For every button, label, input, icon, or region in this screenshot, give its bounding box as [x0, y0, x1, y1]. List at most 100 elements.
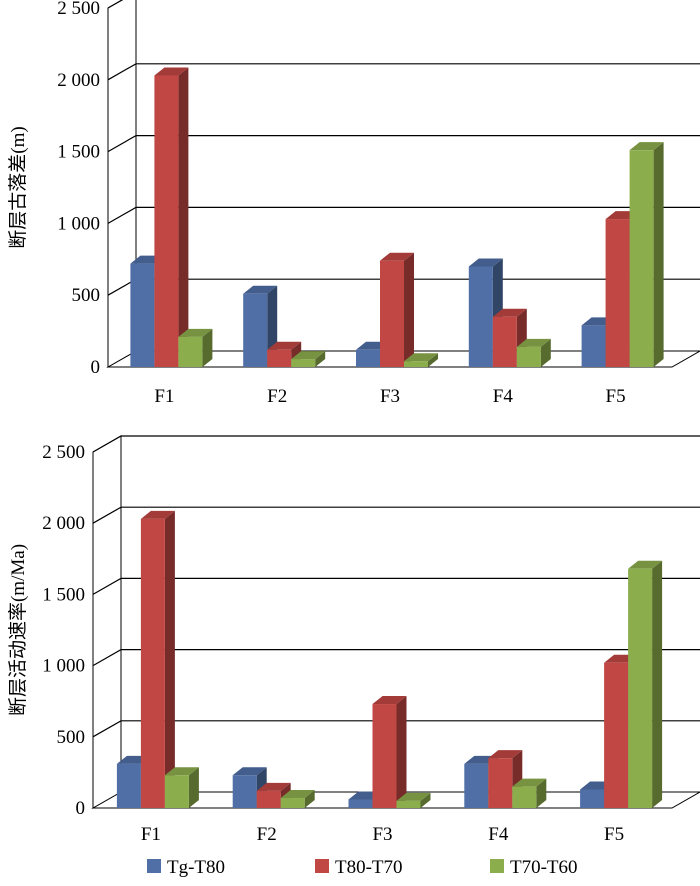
bar-top	[178, 328, 213, 337]
bar-top	[404, 353, 438, 362]
gridline	[107, 63, 700, 81]
bar-top	[243, 285, 278, 294]
bar-front	[464, 763, 489, 808]
bar-top	[140, 510, 175, 519]
y-tick-label: 1 000	[57, 213, 100, 234]
y-tick-label: 2 000	[57, 70, 100, 91]
legend: Tg-T80 T80-T70 T70-T60	[147, 857, 578, 878]
bar-front	[130, 263, 155, 367]
bar-top	[380, 252, 414, 261]
bar-front	[492, 316, 517, 367]
y-tick-label: 2 500	[42, 442, 85, 463]
chart-side-wall	[92, 435, 122, 809]
bar-front	[348, 799, 373, 808]
bar-top	[492, 308, 527, 317]
bar-front	[232, 775, 257, 808]
gridline	[92, 648, 700, 667]
bar-f3-t70-t60	[404, 353, 438, 367]
bar-front	[372, 704, 397, 808]
gridline	[107, 206, 700, 224]
x-tick-label: F4	[493, 386, 514, 407]
legend-label-t70-t60: T70-T60	[510, 857, 578, 878]
bar-side	[315, 351, 326, 367]
bar-side	[304, 790, 315, 808]
y-tick-label: 2 000	[42, 513, 85, 534]
bar-top	[396, 792, 431, 801]
x-tick-label: F5	[606, 386, 626, 407]
bar-top	[256, 782, 291, 791]
bar-f2-t70-t60	[280, 790, 315, 808]
bar-side	[428, 353, 438, 367]
bar-front	[604, 662, 629, 808]
bar-front	[356, 349, 380, 367]
bar-front	[380, 260, 404, 367]
bar-front	[116, 763, 141, 808]
x-tick-label: F4	[488, 824, 509, 845]
bar-f2-tg-t80	[243, 285, 278, 367]
y-tick-label: 500	[57, 727, 86, 748]
bar-front	[243, 293, 268, 367]
bar-f5-t70-t60	[628, 560, 663, 808]
bar-side	[396, 696, 407, 808]
x-tick-label: F3	[372, 824, 392, 845]
legend-label-t80-t70: T80-T70	[335, 857, 403, 878]
bar-side	[420, 792, 431, 808]
bar-front	[178, 336, 203, 367]
bar-side	[202, 328, 213, 367]
bar-f3-t80-t70	[372, 696, 407, 808]
bar-front	[468, 266, 493, 367]
bar-front	[140, 518, 165, 808]
bar-top	[468, 258, 503, 267]
bar-side	[652, 560, 663, 808]
x-tick-label: F5	[604, 824, 624, 845]
y-tick-label: 1 500	[42, 584, 85, 605]
x-tick-label: F1	[154, 386, 174, 407]
bar-top	[372, 696, 407, 705]
bar-top	[629, 142, 664, 151]
y-tick-label: 0	[91, 357, 101, 378]
bar-front	[581, 325, 606, 367]
bar-side	[164, 510, 175, 808]
x-tick-label: F2	[267, 386, 287, 407]
bar-front	[164, 775, 189, 808]
gridline	[92, 506, 700, 524]
gridline	[92, 720, 700, 738]
y-axis-title: 断层活动速率(m/Ma)	[7, 544, 29, 716]
bar-side	[188, 767, 199, 808]
bar-top	[154, 67, 189, 76]
bar-side	[536, 778, 547, 808]
bar-f3-t70-t60	[396, 792, 431, 808]
x-tick-label: F3	[380, 386, 400, 407]
bar-front	[396, 800, 421, 808]
y-tick-label: 2 500	[57, 0, 100, 19]
bar-f2-t70-t60	[291, 351, 326, 367]
bar-front	[256, 790, 281, 808]
chart-activity-rate: 0 500 1 000 1 500 2 000 2 500 断层活动速率(m/Ma) F1 F2…	[7, 435, 700, 845]
bar-f5-t70-t60	[629, 142, 664, 367]
bar-front	[628, 568, 653, 808]
chart-paleo-throw: 0 500 1 000 1 500 2 000 2 500 断层古落差(m) F1 F2 F3 F4…	[7, 0, 700, 407]
gridline	[92, 435, 700, 453]
bar-top	[267, 341, 302, 350]
bar-top	[516, 338, 551, 347]
bar-front	[580, 789, 605, 808]
bar-front	[280, 798, 305, 808]
bar-top	[164, 767, 199, 776]
bar-f1-t70-t60	[164, 767, 199, 808]
bar-f1-t70-t60	[178, 328, 213, 367]
bar-side	[404, 252, 414, 367]
gridline	[92, 577, 700, 595]
bar-top	[488, 750, 523, 759]
bar-f4-t70-t60	[516, 338, 551, 367]
x-tick-label: F2	[257, 824, 277, 845]
legend-swatch-t70-t60	[490, 859, 504, 873]
bar-top	[232, 767, 267, 776]
bar-front	[291, 359, 316, 367]
bar-front	[267, 349, 292, 367]
y-tick-label: 500	[72, 285, 101, 306]
bar-front	[404, 361, 428, 367]
bar-front	[154, 75, 179, 367]
bar-f3-t80-t70	[380, 252, 414, 367]
bar-side	[540, 338, 551, 367]
